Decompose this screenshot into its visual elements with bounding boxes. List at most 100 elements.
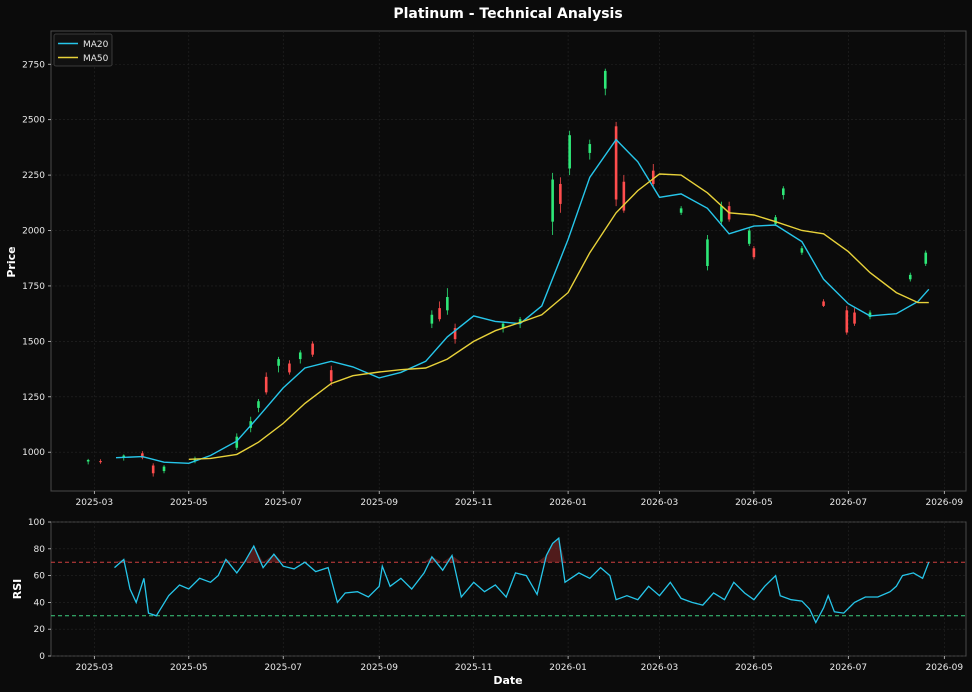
rsi-line-group bbox=[114, 536, 930, 624]
candle-up bbox=[706, 239, 709, 266]
candle-up bbox=[924, 252, 928, 264]
ma50-line bbox=[188, 173, 929, 460]
candle-down bbox=[622, 181, 626, 211]
price-x-tick-label: 2026-01 bbox=[549, 498, 587, 508]
chart-title: Platinum - Technical Analysis bbox=[393, 6, 622, 22]
price-y-tick-label: 2000 bbox=[22, 227, 45, 237]
candle-down bbox=[453, 328, 457, 340]
moving-average-lines bbox=[115, 138, 930, 465]
legend-ma20-label: MA20 bbox=[83, 40, 109, 50]
rsi-x-ticks: 2025-03 2025-05 2025-07 2025-09 2025-11 2026-… bbox=[76, 656, 964, 673]
price-y-tick-label: 1500 bbox=[22, 337, 45, 347]
price-x-tick-label: 2026-07 bbox=[830, 498, 868, 508]
candle-up bbox=[603, 70, 607, 89]
candle-down bbox=[264, 376, 268, 393]
price-y-tick-label: 1000 bbox=[22, 448, 45, 458]
candle-up bbox=[747, 230, 751, 244]
candle-down bbox=[288, 363, 291, 373]
rsi-x-tick-label: 2026-01 bbox=[549, 663, 587, 673]
price-y-tick-label: 2250 bbox=[22, 171, 45, 181]
candle-down bbox=[752, 248, 756, 258]
candle-down bbox=[822, 301, 825, 306]
price-panel: 1000 1250 1500 1750 2000 2250 2500 2750 2025-03… bbox=[5, 30, 967, 508]
price-x-tick-label: 2025-11 bbox=[455, 498, 493, 508]
candle-up bbox=[551, 179, 554, 222]
rsi-plot-area bbox=[50, 521, 967, 657]
candle-up bbox=[518, 319, 522, 324]
candle-down bbox=[329, 370, 333, 382]
candle-up bbox=[430, 314, 434, 324]
candle-up bbox=[277, 359, 280, 366]
price-y-tick-label: 1750 bbox=[22, 282, 45, 292]
price-x-tick-label: 2025-09 bbox=[360, 498, 398, 508]
rsi-line bbox=[114, 536, 930, 624]
rsi-y-tick-label: 0 bbox=[39, 652, 45, 662]
date-axis-label: Date bbox=[493, 674, 522, 687]
candle-up bbox=[446, 297, 449, 311]
candle-up bbox=[679, 208, 683, 213]
rsi-x-tick-label: 2025-05 bbox=[170, 663, 208, 673]
candle-down bbox=[559, 183, 562, 204]
price-x-tick-label: 2026-03 bbox=[641, 498, 679, 508]
ma20-line bbox=[115, 138, 930, 465]
rsi-x-tick-label: 2025-07 bbox=[264, 663, 302, 673]
price-grid bbox=[51, 31, 966, 491]
candle-down bbox=[845, 310, 849, 333]
price-y-tick-label: 1250 bbox=[22, 393, 45, 403]
rsi-grid bbox=[51, 521, 966, 657]
candle-up bbox=[720, 206, 723, 222]
legend: MA20 MA50 bbox=[53, 33, 113, 67]
price-y-tick-label: 2750 bbox=[22, 60, 45, 70]
price-x-tick-label: 2025-03 bbox=[76, 498, 114, 508]
candle-down bbox=[438, 308, 441, 320]
candle-up bbox=[868, 312, 872, 317]
candle-up bbox=[257, 401, 260, 408]
candle-up bbox=[800, 248, 804, 253]
price-x-tick-label: 2026-05 bbox=[735, 498, 773, 508]
rsi-y-tick-label: 40 bbox=[34, 598, 46, 608]
rsi-threshold-lines bbox=[51, 561, 966, 617]
candle-up bbox=[298, 352, 302, 360]
price-x-tick-label: 2025-05 bbox=[170, 498, 208, 508]
legend-ma50-label: MA50 bbox=[83, 54, 109, 64]
price-x-ticks: 2025-03 2025-05 2025-07 2025-09 2025-11 2026-… bbox=[76, 491, 964, 508]
rsi-x-tick-label: 2025-11 bbox=[455, 663, 493, 673]
rsi-axis-label: RSI bbox=[11, 579, 24, 600]
price-x-tick-label: 2026-09 bbox=[926, 498, 964, 508]
rsi-y-tick-label: 80 bbox=[34, 545, 46, 555]
candle-down bbox=[853, 312, 856, 324]
candle-down bbox=[614, 126, 618, 200]
rsi-x-tick-label: 2025-09 bbox=[360, 663, 398, 673]
rsi-x-tick-label: 2025-03 bbox=[76, 663, 114, 673]
price-y-ticks: 1000 1250 1500 1750 2000 2250 2500 2750 bbox=[22, 60, 51, 458]
candle-up bbox=[588, 144, 592, 153]
rsi-y-tick-label: 60 bbox=[34, 572, 46, 582]
candle-down bbox=[651, 170, 655, 184]
price-x-tick-label: 2025-07 bbox=[264, 498, 302, 508]
candle-up bbox=[122, 455, 126, 458]
candle-down bbox=[151, 465, 155, 474]
price-y-tick-label: 2500 bbox=[22, 116, 45, 126]
price-plot-area bbox=[50, 30, 967, 492]
candle-up bbox=[235, 436, 239, 448]
candle-up bbox=[774, 217, 777, 224]
rsi-y-ticks: 0 20 40 60 80 100 bbox=[28, 518, 51, 662]
rsi-y-tick-label: 100 bbox=[28, 518, 45, 528]
candle-up bbox=[162, 466, 166, 472]
candlesticks bbox=[86, 68, 928, 477]
price-axis-label: Price bbox=[5, 246, 18, 277]
candle-up bbox=[568, 135, 571, 169]
rsi-x-tick-label: 2026-09 bbox=[926, 663, 964, 673]
candle-up bbox=[782, 188, 785, 196]
rsi-x-tick-label: 2026-07 bbox=[830, 663, 868, 673]
candle-up bbox=[908, 274, 912, 280]
candle-down bbox=[311, 343, 314, 355]
rsi-y-tick-label: 20 bbox=[34, 625, 46, 635]
candle-down bbox=[99, 461, 102, 463]
candle-up bbox=[501, 323, 505, 329]
candle-down bbox=[141, 453, 144, 458]
candle-up bbox=[86, 459, 90, 462]
rsi-x-tick-label: 2026-05 bbox=[735, 663, 773, 673]
rsi-x-tick-label: 2026-03 bbox=[641, 663, 679, 673]
